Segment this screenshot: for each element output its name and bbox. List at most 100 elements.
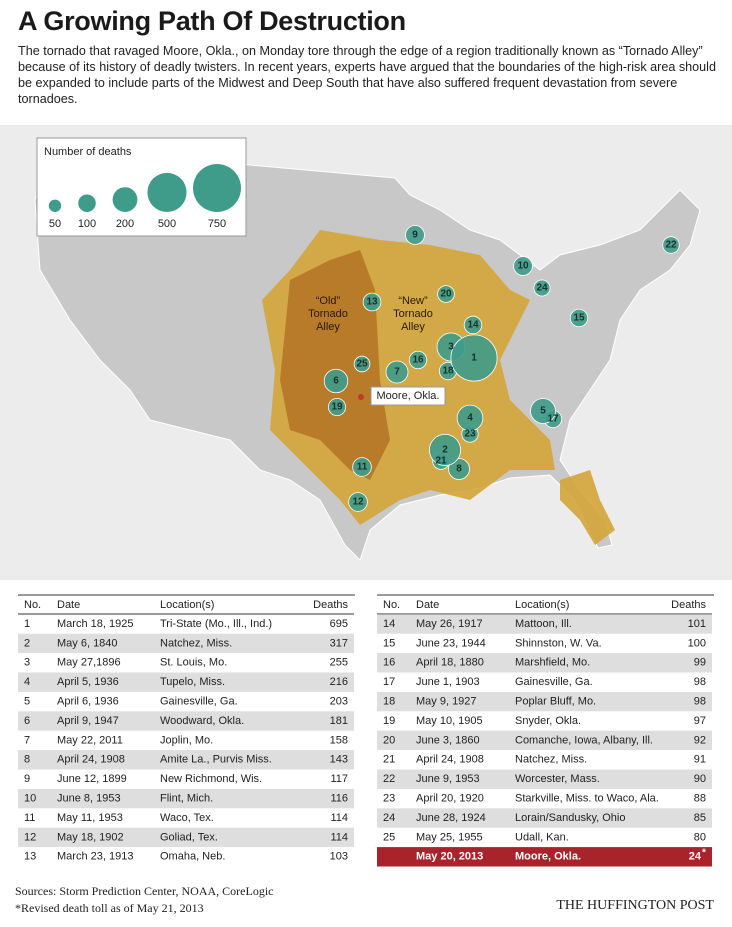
row-shade <box>377 691 712 712</box>
cell: Tri-State (Mo., Ill., Ind.) <box>160 618 272 630</box>
cell: 19 <box>383 715 395 727</box>
cell: June 3, 1860 <box>416 734 480 746</box>
column-header: Location(s) <box>515 599 569 611</box>
death-bubble <box>385 360 409 384</box>
row-shade <box>18 633 354 654</box>
sources: Sources: Storm Prediction Center, NOAA, … <box>15 884 273 898</box>
bubble-label: 16 <box>412 355 424 366</box>
cell: 5 <box>24 696 30 708</box>
cell: 255 <box>330 657 348 669</box>
death-bubble <box>448 458 470 480</box>
cell: March 23, 1913 <box>57 851 133 863</box>
cell: 98 <box>694 676 706 688</box>
column-header: Deaths <box>671 599 706 611</box>
bubble-label: 22 <box>665 240 677 251</box>
bubble-label: 20 <box>440 289 452 300</box>
bubble-label: 2 <box>442 445 448 456</box>
alley-label: Alley <box>316 321 340 333</box>
cell: Omaha, Neb. <box>160 851 225 863</box>
bubble-label: 25 <box>356 359 368 370</box>
cell: 317 <box>330 637 348 649</box>
florida-region <box>560 470 615 545</box>
cell: New Richmond, Wis. <box>160 773 262 785</box>
cell: 90 <box>694 773 706 785</box>
cell: Gainesville, Ga. <box>515 676 593 688</box>
death-bubble <box>513 256 533 276</box>
cell: June 12, 1899 <box>57 773 127 785</box>
cell: 20 <box>383 734 395 746</box>
bubble-label: 13 <box>366 297 378 308</box>
alley-label: Alley <box>401 321 425 333</box>
cell: Moore, Okla. <box>515 851 581 863</box>
bubble-label: 19 <box>331 402 343 413</box>
bubble-label: 11 <box>357 462 368 473</box>
death-bubble <box>530 398 556 424</box>
cell: Goliad, Tex. <box>160 831 218 843</box>
bubble-label: 23 <box>464 429 476 440</box>
bubble-label: 21 <box>435 456 447 467</box>
cell: 116 <box>330 793 348 805</box>
cell: May 9, 1927 <box>416 696 477 708</box>
death-bubble <box>348 492 368 512</box>
cell: Udall, Kan. <box>515 831 569 843</box>
bubble-label: 3 <box>448 342 454 353</box>
death-bubble <box>456 404 484 432</box>
cell: 4 <box>24 676 30 688</box>
cell: Mattoon, Ill. <box>515 618 572 630</box>
cell: 117 <box>330 773 348 785</box>
alley-label: Tornado <box>308 308 348 320</box>
death-bubble <box>405 225 425 245</box>
death-bubble <box>353 355 371 373</box>
cell: 203 <box>330 696 348 708</box>
cell: Woodward, Okla. <box>160 715 244 727</box>
cell: 143 <box>330 754 348 766</box>
legend-label: 100 <box>78 218 96 230</box>
cell: Gainesville, Ga. <box>160 696 238 708</box>
cell: May 18, 1902 <box>57 831 124 843</box>
death-bubble <box>569 308 589 328</box>
cell: May 26, 1917 <box>416 618 483 630</box>
cell: May 6, 1840 <box>57 637 118 649</box>
cell: 98 <box>694 696 706 708</box>
cell: 24 <box>689 851 702 863</box>
legend-label: 500 <box>158 218 176 230</box>
cell: 7 <box>24 734 30 746</box>
bubble-label: 4 <box>467 413 473 424</box>
death-bubble <box>408 350 428 370</box>
cell: 101 <box>688 618 706 630</box>
row-shade <box>377 769 712 789</box>
cell: 80 <box>694 831 706 843</box>
cell: 99 <box>694 657 706 669</box>
cell: May 20, 2013 <box>416 851 483 863</box>
moore-box <box>370 386 446 406</box>
legend-bubble <box>147 172 187 212</box>
bubble-label: 10 <box>517 261 529 272</box>
bubble-label: 1 <box>471 353 477 364</box>
death-bubble <box>362 292 382 312</box>
legend-bubble <box>112 187 138 213</box>
cell: Amite La., Purvis Miss. <box>160 754 272 766</box>
cell: April 9, 1947 <box>57 715 119 727</box>
bubble-label: 8 <box>456 464 462 475</box>
cell: 85 <box>694 812 706 824</box>
cell: 22 <box>383 773 395 785</box>
bubble-label: 15 <box>573 313 585 324</box>
cell: Natchez, Miss. <box>160 637 232 649</box>
cell: Starkville, Miss. to Waco, Ala. <box>515 793 659 805</box>
row-shade <box>18 750 354 770</box>
cell: Snyder, Okla. <box>515 715 581 727</box>
death-bubble <box>327 397 347 417</box>
cell: May 25, 1955 <box>416 831 483 843</box>
cell: 91 <box>694 754 706 766</box>
old-alley-region <box>280 250 390 480</box>
cell: 88 <box>694 793 706 805</box>
row-shade <box>377 614 712 634</box>
cell: 14 <box>383 618 395 630</box>
cell: 181 <box>330 715 348 727</box>
note: *Revised death toll as of May 21, 2013 <box>15 901 204 915</box>
cell: May 10, 1905 <box>416 715 483 727</box>
legend-title: Number of deaths <box>44 146 132 158</box>
cell: Poplar Bluff, Mo. <box>515 696 596 708</box>
